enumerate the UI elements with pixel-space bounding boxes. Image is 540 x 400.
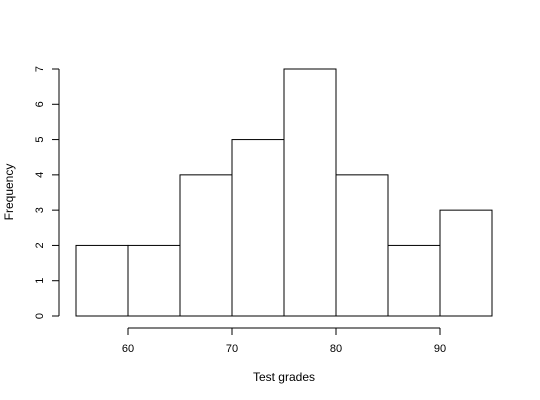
histogram-bar <box>283 68 337 317</box>
y-tick-label: 2 <box>34 242 46 248</box>
y-tick-label: 5 <box>34 137 46 143</box>
x-tick-label: 70 <box>226 343 238 355</box>
histogram-bar <box>335 174 389 317</box>
histogram-bar <box>439 209 493 317</box>
y-tick-label: 3 <box>34 207 46 213</box>
x-axis-title: Test grades <box>253 370 315 384</box>
histogram-bars <box>75 68 493 317</box>
y-axis: 0 1 2 3 4 5 6 7 <box>34 66 60 319</box>
x-tick-label: 80 <box>330 343 342 355</box>
y-axis-title: Frequency <box>2 164 16 221</box>
histogram-bar <box>127 244 181 317</box>
histogram-bar <box>75 244 129 317</box>
y-tick-label: 6 <box>34 101 46 107</box>
y-tick-label: 4 <box>34 172 46 178</box>
x-tick-label: 90 <box>434 343 446 355</box>
x-axis: 60 70 80 90 <box>122 327 446 355</box>
y-tick-label: 0 <box>34 313 46 319</box>
x-tick-label: 60 <box>122 343 134 355</box>
y-tick-label: 1 <box>34 278 46 284</box>
histogram-bar <box>387 244 441 317</box>
y-tick-label: 7 <box>34 66 46 72</box>
histogram-bar <box>231 139 285 317</box>
histogram-bar <box>179 174 233 317</box>
